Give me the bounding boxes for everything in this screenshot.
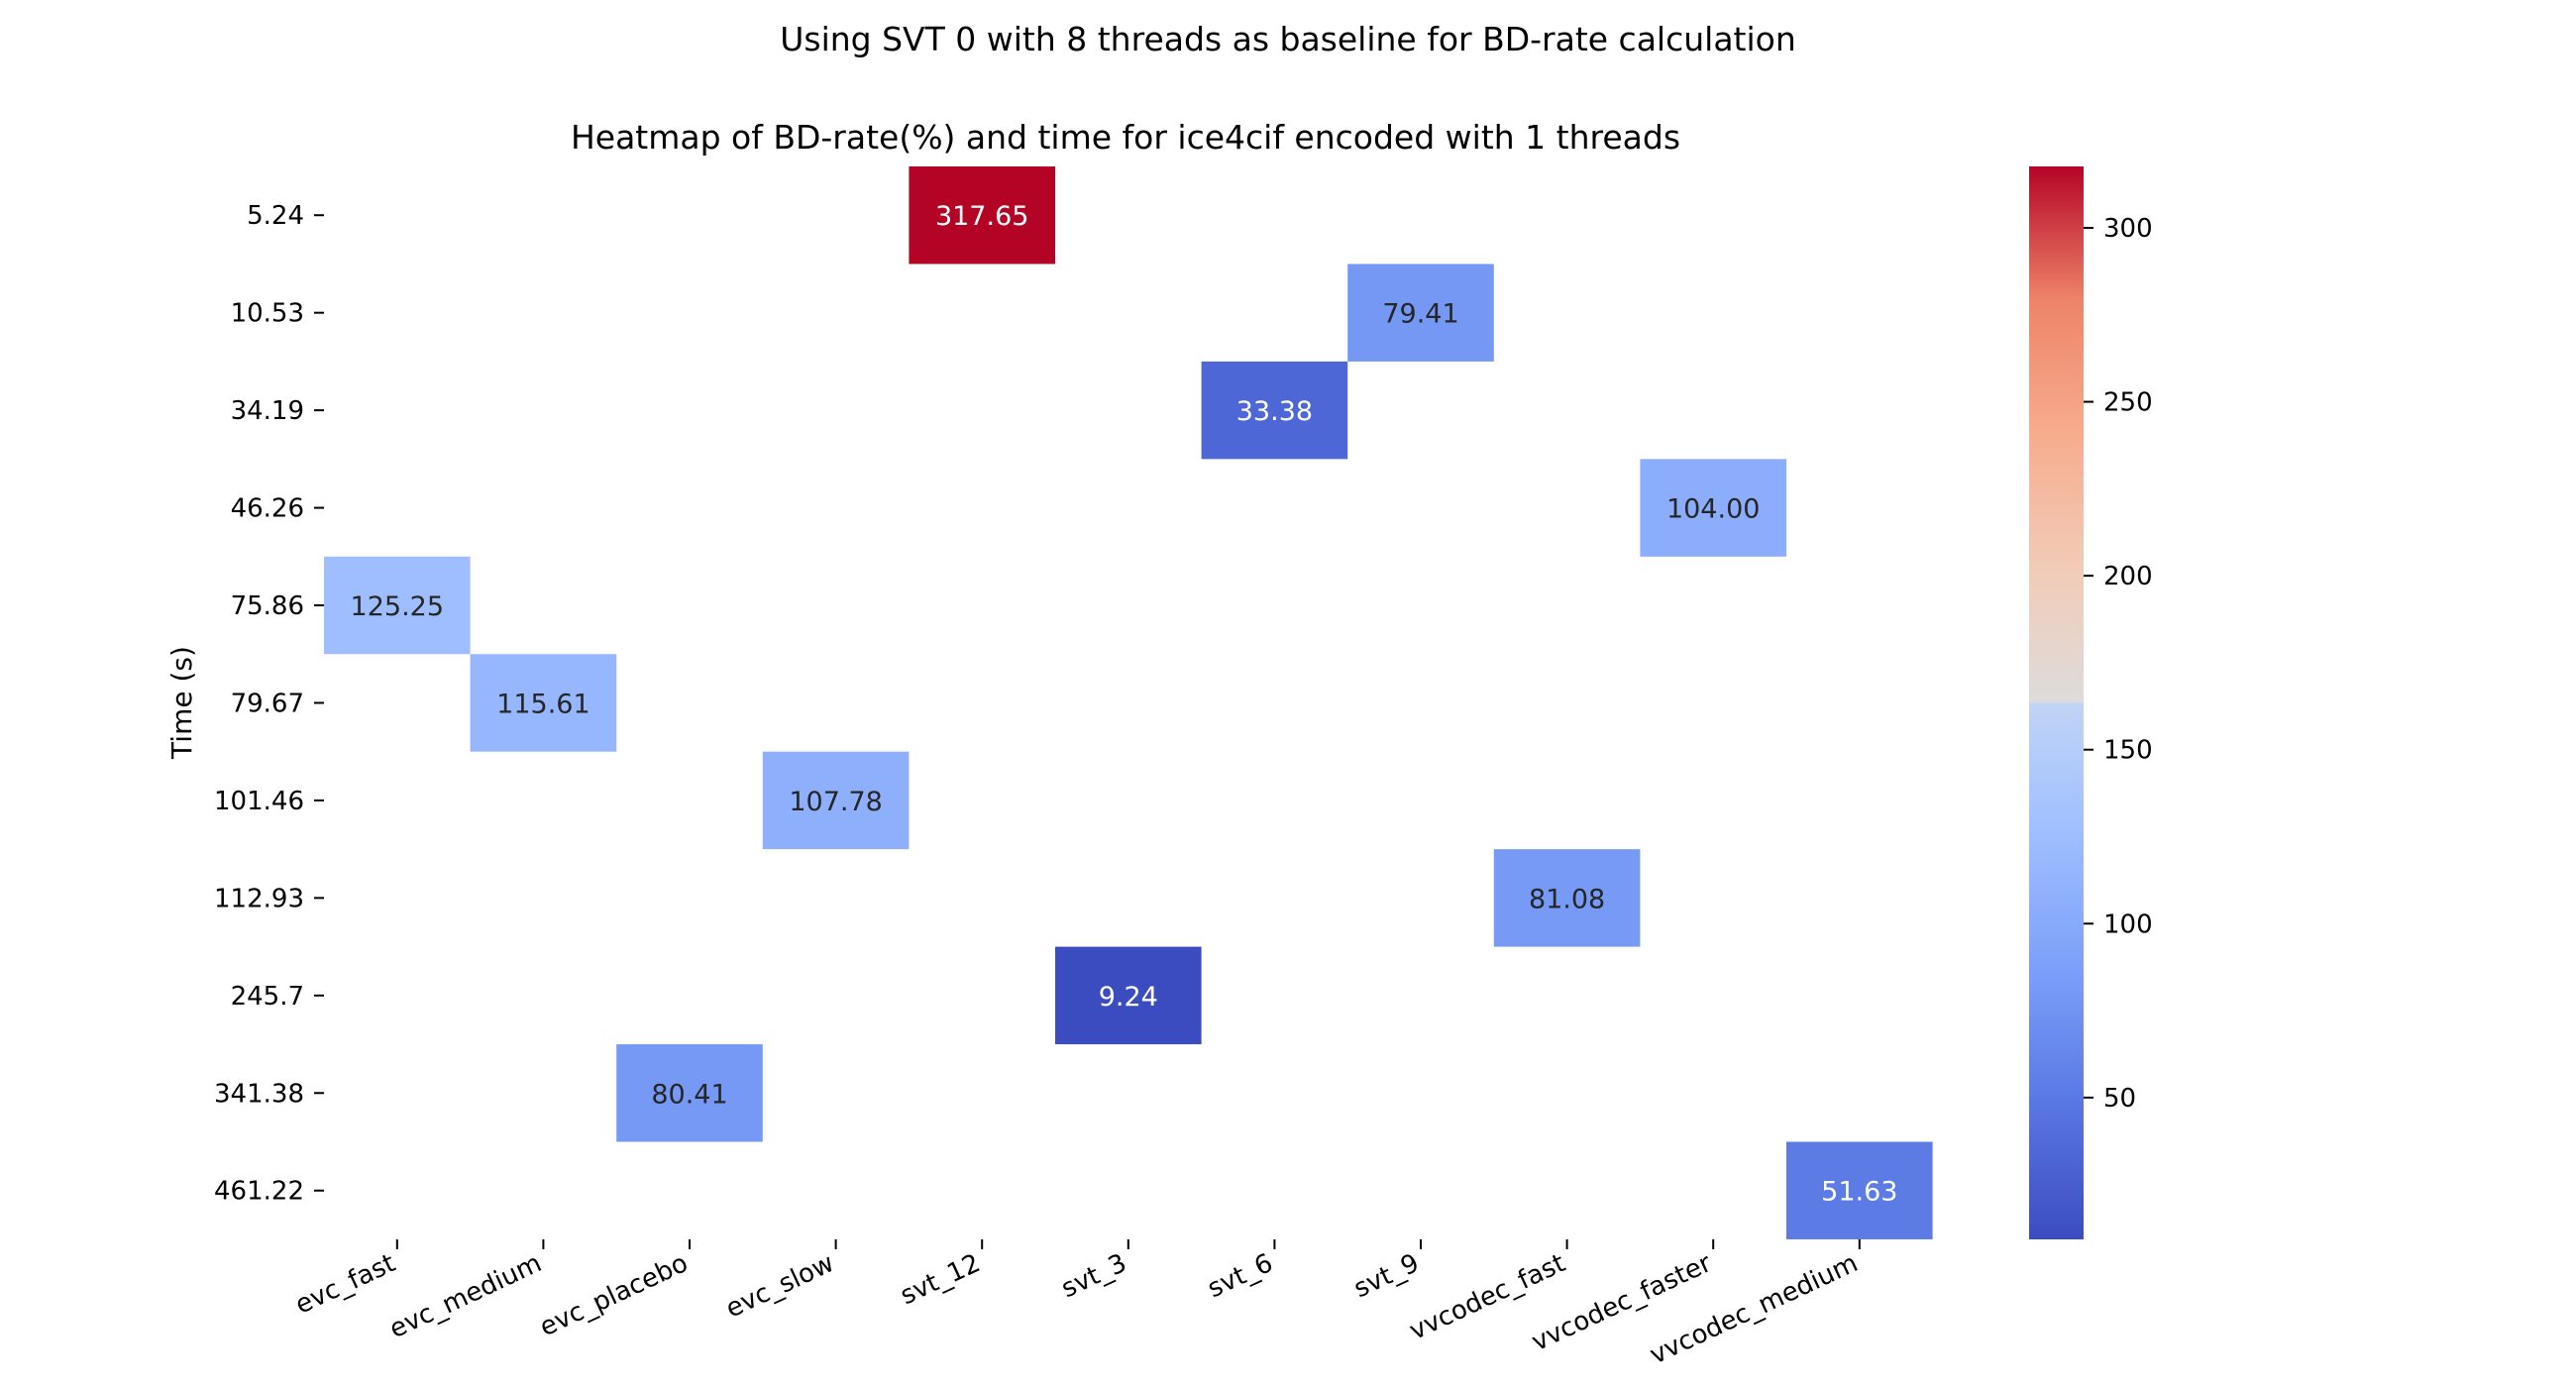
heatmap-cell — [1640, 459, 1786, 557]
y-tick-label: 245.7 — [231, 982, 304, 1012]
heatmap-cells: 317.65 79.41 33.38 104.00 125.25 115.61 107.78… — [324, 166, 1933, 1239]
colorbar-tick-label: 200 — [2103, 562, 2153, 591]
heatmap-cell — [762, 751, 910, 850]
x-tick-label: evc_placebo — [535, 1248, 693, 1342]
x-tick-label: evc_medium — [385, 1248, 547, 1344]
cell-value-label: 115.61 — [496, 689, 590, 719]
y-tick-label: 461.22 — [214, 1177, 304, 1207]
y-tick-label: 46.26 — [231, 494, 304, 524]
cell-value-label: 9.24 — [1099, 982, 1158, 1013]
colorbar-tick-label: 250 — [2103, 388, 2153, 418]
y-axis-ticks: 5.24 10.53 34.19 46.26 75.86 79.67 101.46 112.9… — [214, 201, 324, 1207]
colorbar-tick-label: 150 — [2103, 736, 2153, 766]
y-tick-label: 101.46 — [214, 787, 304, 816]
x-tick-label: svt_12 — [896, 1248, 985, 1311]
y-axis-label: Time (s) — [165, 646, 198, 760]
heatmap-cell — [1493, 849, 1641, 947]
figure-suptitle: Using SVT 0 with 8 threads as baseline f… — [780, 20, 1796, 58]
heatmap-cell — [324, 556, 471, 655]
chart-title: Heatmap of BD-rate(%) and time for ice4c… — [571, 118, 1680, 157]
y-tick-label: 10.53 — [231, 299, 304, 329]
x-tick-label: evc_slow — [721, 1248, 838, 1324]
cell-value-label: 104.00 — [1666, 494, 1760, 525]
colorbar-tick-label: 300 — [2103, 214, 2153, 244]
x-tick-label: svt_9 — [1349, 1248, 1424, 1304]
colorbar-ticks: 50 100 150 200 250 300 — [2084, 214, 2153, 1114]
x-tick-label: svt_6 — [1203, 1248, 1277, 1304]
heatmap-cell — [470, 654, 617, 752]
heatmap-cell — [1055, 946, 1202, 1045]
cell-value-label: 79.41 — [1382, 299, 1458, 330]
y-tick-label: 34.19 — [231, 396, 304, 426]
cell-value-label: 317.65 — [935, 201, 1028, 232]
cell-value-label: 125.25 — [351, 591, 444, 622]
colorbar-tick-label: 50 — [2103, 1084, 2136, 1114]
cell-value-label: 51.63 — [1821, 1177, 1897, 1208]
heatmap-cell — [1347, 264, 1494, 362]
colorbar-tick-label: 100 — [2103, 909, 2153, 939]
cell-value-label: 80.41 — [651, 1079, 727, 1110]
y-tick-label: 112.93 — [214, 884, 304, 913]
y-tick-label: 79.67 — [231, 689, 304, 718]
y-tick-label: 341.38 — [214, 1079, 304, 1109]
heatmap-cell — [1201, 361, 1348, 460]
y-tick-label: 75.86 — [231, 591, 304, 621]
colorbar-gradient — [2029, 166, 2084, 1239]
cell-value-label: 33.38 — [1236, 396, 1313, 427]
cell-value-label: 81.08 — [1529, 884, 1605, 914]
y-tick-label: 5.24 — [247, 201, 304, 231]
colorbar: 50 100 150 200 250 300 — [2029, 166, 2153, 1239]
x-tick-label: svt_3 — [1057, 1248, 1131, 1304]
heatmap-cell — [616, 1044, 763, 1142]
heatmap-cell — [1786, 1141, 1933, 1239]
cell-value-label: 107.78 — [789, 787, 882, 817]
x-tick-label: evc_fast — [291, 1248, 400, 1321]
heatmap-cell — [909, 166, 1055, 265]
